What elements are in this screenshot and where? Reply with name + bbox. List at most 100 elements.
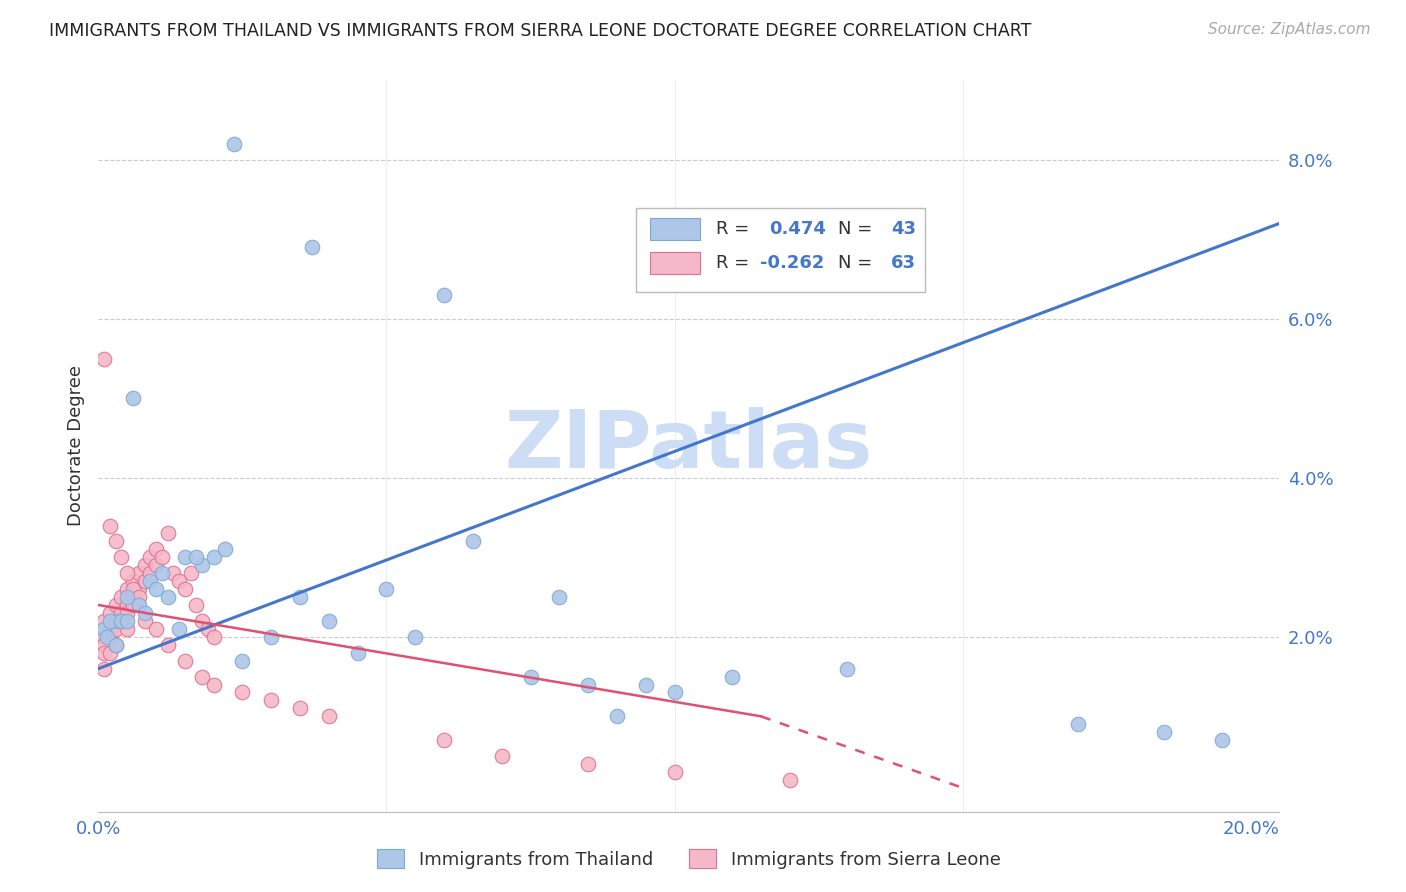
Point — [104, 638, 127, 652]
Point — [1153, 725, 1175, 739]
Point — [548, 590, 571, 604]
Point — [145, 542, 167, 557]
Text: ZIPatlas: ZIPatlas — [505, 407, 873, 485]
Text: 0.474: 0.474 — [769, 219, 827, 238]
Point — [461, 534, 484, 549]
Point — [1067, 717, 1090, 731]
Point — [180, 566, 202, 581]
Text: N =: N = — [838, 219, 877, 238]
Point — [128, 590, 150, 604]
Point — [156, 638, 179, 652]
Point — [288, 590, 311, 604]
Point — [346, 646, 368, 660]
Text: Source: ZipAtlas.com: Source: ZipAtlas.com — [1208, 22, 1371, 37]
Point — [104, 598, 127, 612]
Point — [93, 638, 115, 652]
Point — [128, 566, 150, 581]
Point — [721, 669, 744, 683]
Point — [104, 638, 127, 652]
Point — [318, 709, 340, 723]
Point — [139, 566, 162, 581]
Point — [93, 351, 115, 366]
Point — [134, 614, 156, 628]
Point — [202, 550, 225, 565]
Text: R =: R = — [716, 254, 755, 272]
Point — [110, 614, 132, 628]
Legend: Immigrants from Thailand, Immigrants from Sierra Leone: Immigrants from Thailand, Immigrants fro… — [370, 842, 1008, 876]
Point — [98, 646, 121, 660]
Point — [122, 582, 145, 596]
Point — [93, 630, 115, 644]
Point — [145, 558, 167, 573]
Point — [115, 582, 138, 596]
Point — [134, 558, 156, 573]
Point — [139, 574, 162, 589]
Point — [115, 622, 138, 636]
Point — [98, 622, 121, 636]
Point — [128, 582, 150, 596]
Point — [134, 574, 156, 589]
Point — [98, 614, 121, 628]
Point — [93, 614, 115, 628]
Text: N =: N = — [838, 254, 877, 272]
Point — [122, 590, 145, 604]
Point — [98, 518, 121, 533]
Point — [110, 606, 132, 620]
Point — [202, 630, 225, 644]
Point — [779, 772, 801, 787]
Y-axis label: Doctorate Degree: Doctorate Degree — [66, 366, 84, 526]
Point — [104, 614, 127, 628]
Point — [115, 606, 138, 620]
Point — [162, 566, 184, 581]
Point — [145, 622, 167, 636]
Point — [122, 574, 145, 589]
Point — [173, 582, 195, 596]
Point — [98, 606, 121, 620]
Point — [104, 534, 127, 549]
Point — [93, 646, 115, 660]
Point — [104, 614, 127, 628]
Point — [576, 677, 599, 691]
FancyBboxPatch shape — [636, 209, 925, 293]
Point — [150, 550, 173, 565]
Point — [128, 598, 150, 612]
Point — [837, 662, 859, 676]
Point — [318, 614, 340, 628]
Point — [115, 598, 138, 612]
Point — [433, 733, 456, 747]
Point — [186, 550, 208, 565]
Point — [186, 598, 208, 612]
Point — [167, 622, 190, 636]
Point — [191, 614, 214, 628]
Point — [191, 558, 214, 573]
Point — [115, 566, 138, 581]
Point — [664, 685, 686, 699]
Point — [375, 582, 398, 596]
Point — [433, 288, 456, 302]
Point — [104, 622, 127, 636]
Point — [93, 662, 115, 676]
Point — [231, 685, 253, 699]
Point — [122, 598, 145, 612]
Point — [150, 566, 173, 581]
Point — [156, 526, 179, 541]
Text: -0.262: -0.262 — [759, 254, 824, 272]
Point — [1211, 733, 1233, 747]
Point — [110, 614, 132, 628]
Point — [134, 606, 156, 620]
Point — [260, 693, 283, 707]
Point — [156, 590, 179, 604]
Text: IMMIGRANTS FROM THAILAND VS IMMIGRANTS FROM SIERRA LEONE DOCTORATE DEGREE CORREL: IMMIGRANTS FROM THAILAND VS IMMIGRANTS F… — [49, 22, 1032, 40]
Point — [167, 574, 190, 589]
Point — [173, 550, 195, 565]
Point — [139, 550, 162, 565]
Point — [519, 669, 541, 683]
Point — [222, 136, 245, 151]
Point — [98, 630, 121, 644]
Point — [173, 654, 195, 668]
Point — [110, 550, 132, 565]
Text: R =: R = — [716, 219, 755, 238]
Point — [202, 677, 225, 691]
Text: 43: 43 — [891, 219, 915, 238]
Point — [93, 622, 115, 636]
